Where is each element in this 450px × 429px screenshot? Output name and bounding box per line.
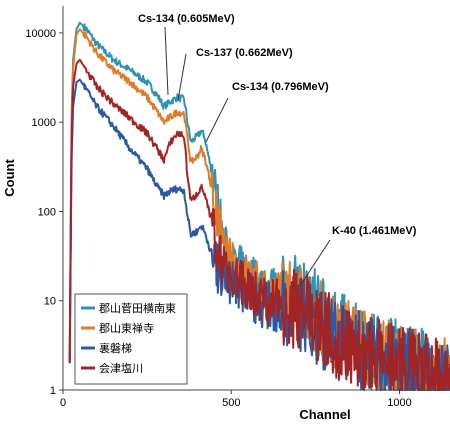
legend-label: 裏磐梯 xyxy=(99,341,132,355)
peak-annotation: K-40 (1.461MeV) xyxy=(332,225,417,237)
y-axis-title: Count xyxy=(2,159,17,197)
legend-label: 会津塩川 xyxy=(99,361,143,375)
x-tick-label: 0 xyxy=(60,397,66,409)
y-tick-label: 10 xyxy=(44,296,56,308)
y-tick-label: 1 xyxy=(50,385,56,397)
x-tick-label: 500 xyxy=(222,397,240,409)
series-layer xyxy=(68,21,450,391)
y-tick-label: 10000 xyxy=(25,28,56,40)
y-tick-label: 100 xyxy=(38,206,56,218)
ticks-layer: 1 10 100 1000 10000 0 500 1000 xyxy=(25,28,411,409)
y-tick-label: 1000 xyxy=(32,117,56,129)
axes-layer xyxy=(62,6,450,391)
annotation-pointer xyxy=(205,97,229,143)
legend-label: 郡山菅田横南東 xyxy=(99,301,176,315)
peak-annotation: Cs-134 (0.796MeV) xyxy=(232,81,329,93)
legend-label: 郡山東禅寺 xyxy=(99,321,154,335)
annotation-pointer xyxy=(164,26,169,96)
annotation-pointer xyxy=(299,239,331,287)
peak-annotation: Cs-137 (0.662MeV) xyxy=(196,47,293,59)
x-axis-title: Channel xyxy=(299,407,350,422)
annotation-pointer xyxy=(177,53,187,101)
series-line xyxy=(68,58,450,391)
annotations-layer: Cs-134 (0.605MeV) Cs-137 (0.662MeV) Cs-134… xyxy=(138,13,417,287)
peak-annotation: Cs-134 (0.605MeV) xyxy=(138,13,235,25)
x-tick-label: 1000 xyxy=(387,397,411,409)
